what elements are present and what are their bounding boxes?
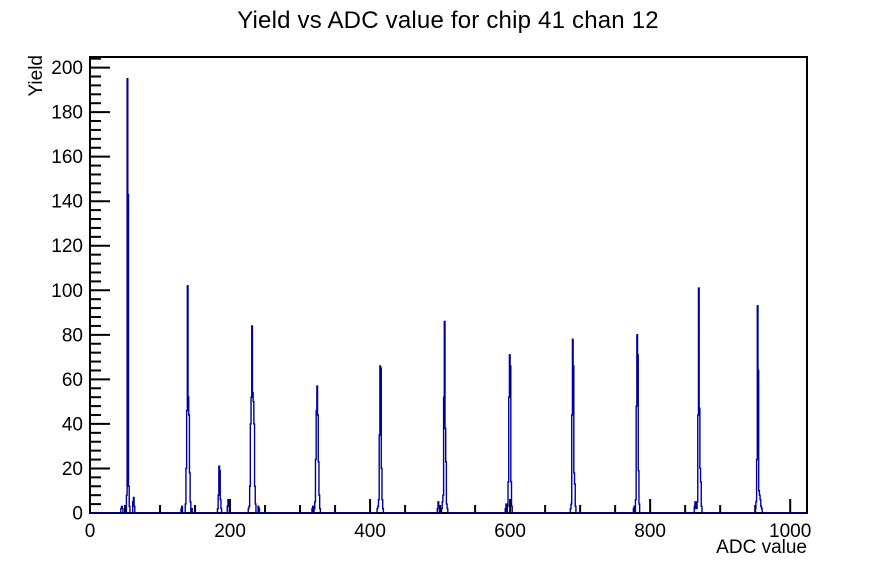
x-tick-label: 0 (85, 521, 96, 542)
x-tick-label: 200 (214, 521, 246, 542)
y-tick-label: 140 (51, 192, 83, 213)
x-axis-title: ADC value (716, 537, 807, 558)
x-tick-label: 600 (494, 521, 526, 542)
y-tick-label: 40 (62, 414, 83, 435)
y-tick-label: 0 (72, 504, 83, 525)
y-tick-label: 100 (51, 281, 83, 302)
chart-title: Yield vs ADC value for chip 41 chan 12 (237, 7, 659, 34)
x-tick-label: 800 (634, 521, 666, 542)
y-tick-label: 200 (51, 58, 83, 79)
y-tick-label: 120 (51, 236, 83, 257)
histogram-line (90, 78, 807, 514)
y-tick-label: 160 (51, 147, 83, 168)
y-tick-label: 60 (62, 370, 83, 391)
y-tick-label: 180 (51, 103, 83, 124)
x-tick-label: 1000 (769, 521, 811, 542)
y-tick-label: 80 (62, 325, 83, 346)
y-tick-label: 20 (62, 459, 83, 480)
x-tick-label: 400 (354, 521, 386, 542)
